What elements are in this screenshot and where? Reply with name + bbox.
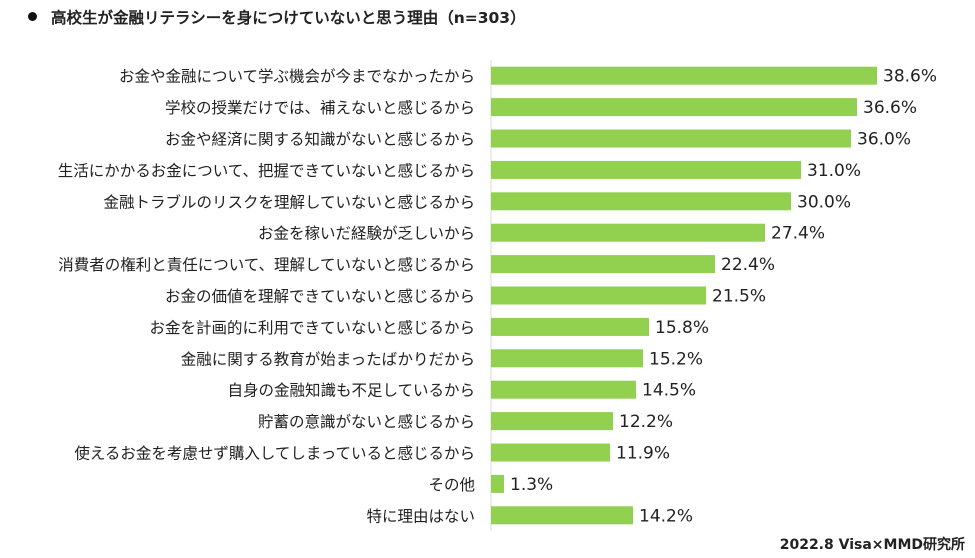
category-label: 自身の金融知識も不足しているから: [227, 382, 475, 400]
data-label: 36.0%: [857, 130, 911, 150]
bar: [491, 443, 610, 462]
bar: [491, 474, 504, 493]
category-label: 金融トラブルのリスクを理解していないと感じるから: [103, 192, 475, 211]
chart-source: 2022.8 Visa×MMD研究所: [779, 537, 965, 553]
data-label: 31.0%: [807, 161, 861, 181]
category-label: お金や経済に関する知識がないと感じるから: [165, 131, 475, 149]
data-label: 21.5%: [712, 287, 766, 307]
bar: [491, 412, 613, 431]
bar: [491, 66, 877, 85]
data-label: 15.8%: [655, 318, 709, 338]
bar: [491, 98, 857, 117]
bar: [491, 380, 636, 399]
category-label: 特に理由はない: [366, 507, 475, 525]
bar: [491, 129, 851, 148]
category-label: お金の価値を理解できていないと感じるから: [165, 288, 475, 306]
category-label: 消費者の権利と責任について、理解していないと感じるから: [58, 256, 475, 274]
data-label: 1.3%: [510, 475, 553, 495]
category-label: 貯蓄の意識がないと感じるから: [258, 412, 475, 431]
chart-title: 高校生が金融リテラシーを身につけていないと思う理由（n=303）: [28, 6, 526, 28]
data-label: 11.9%: [616, 444, 670, 464]
chart-title-text: 高校生が金融リテラシーを身につけていないと思う理由（n=303）: [51, 9, 526, 27]
category-label: お金を計画的に利用できていないと感じるから: [149, 319, 475, 337]
data-label: 27.4%: [771, 224, 825, 244]
bar: [491, 255, 715, 274]
bar: [491, 286, 706, 305]
category-label: 学校の授業だけでは、補えないと感じるから: [165, 99, 475, 117]
bar: [491, 349, 643, 368]
bar: [491, 317, 649, 336]
category-label: その他: [428, 476, 475, 494]
data-label: 12.2%: [619, 412, 673, 432]
data-label: 22.4%: [721, 255, 775, 275]
data-label: 36.6%: [863, 98, 917, 118]
data-label: 38.6%: [883, 67, 937, 87]
category-label: 金融に関する教育が始まったばかりだから: [181, 350, 475, 368]
bar: [491, 160, 801, 179]
category-label: お金を稼いだ経験が乏しいから: [258, 225, 475, 243]
bar: [491, 192, 791, 211]
data-label: 15.2%: [649, 349, 703, 369]
category-label: 使えるお金を考慮せず購入してしまっていると感じるから: [74, 445, 475, 463]
bullet-dot-icon: [28, 12, 37, 21]
category-label: 生活にかかるお金について、把握できていないと感じるから: [58, 162, 475, 180]
bar: [491, 223, 765, 242]
bar: [491, 506, 633, 525]
data-label: 14.2%: [639, 506, 693, 526]
category-label: お金や金融について学ぶ機会が今までなかったから: [119, 68, 475, 86]
data-label: 14.5%: [642, 381, 696, 401]
data-label: 30.0%: [797, 192, 851, 212]
